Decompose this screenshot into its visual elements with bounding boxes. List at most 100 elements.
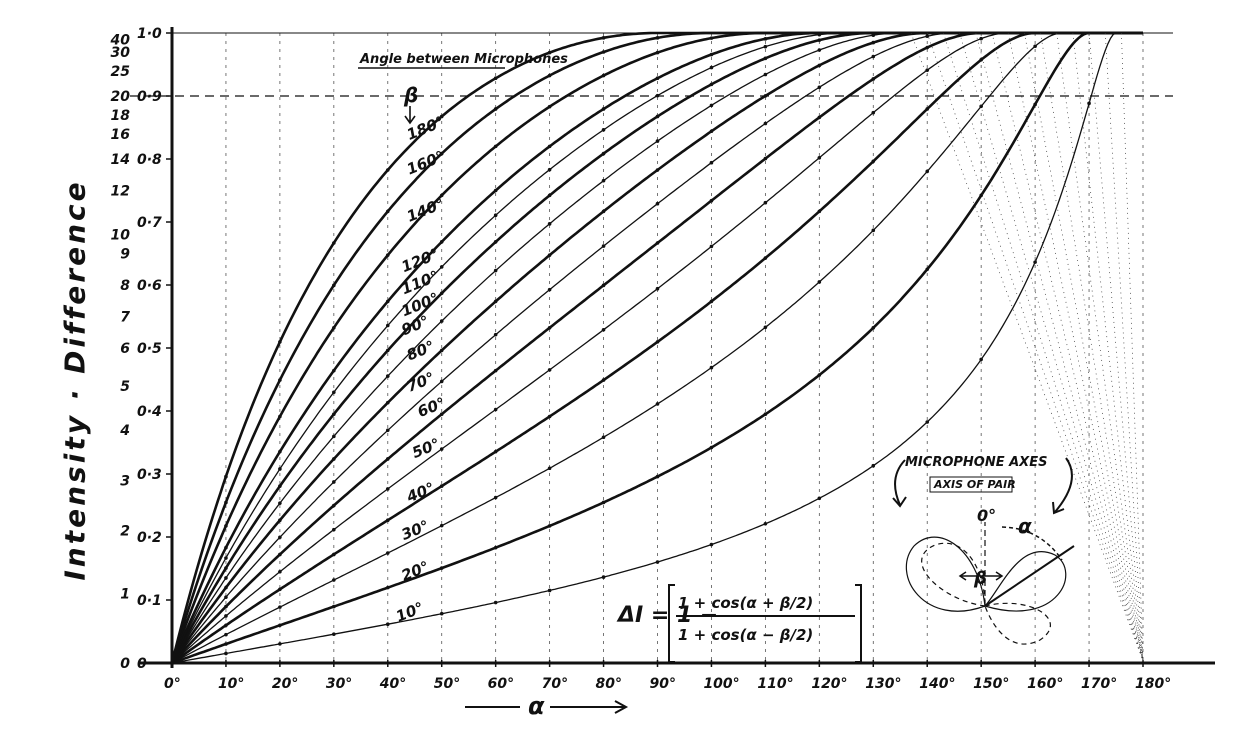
dotted-fan-line <box>1121 32 1144 662</box>
series-label: 60° <box>415 394 448 421</box>
series-point <box>763 44 768 49</box>
series-point <box>871 33 876 38</box>
series-point <box>278 467 282 471</box>
x-tick-label: 10° <box>218 676 244 692</box>
series-point <box>871 463 876 468</box>
series-point <box>385 299 390 304</box>
series-label: 10° <box>393 598 426 625</box>
dotted-fan-line <box>1104 32 1144 662</box>
series-label: 30° <box>399 517 432 544</box>
series-point <box>763 412 768 416</box>
series-point <box>224 585 228 590</box>
series-point <box>1033 102 1037 107</box>
series-point <box>493 600 498 605</box>
x-tick-label: 0° <box>164 676 181 692</box>
series-point <box>547 167 552 172</box>
series-point <box>278 449 282 454</box>
series-point <box>224 632 228 637</box>
inset-alpha-arc <box>1001 526 1063 561</box>
series-point <box>493 449 498 454</box>
series-point <box>709 160 714 165</box>
series-point <box>547 466 552 471</box>
x-tick-label: 40° <box>379 676 406 692</box>
series-point <box>871 40 876 45</box>
series-point <box>224 623 228 628</box>
series-point <box>763 325 768 330</box>
series-point <box>655 402 660 406</box>
series-point <box>871 54 876 59</box>
y-tick-label-db: 14 <box>111 152 130 168</box>
series-point <box>655 168 660 172</box>
series-point <box>170 661 174 665</box>
series-point <box>439 291 444 296</box>
y-tick-label: 0·2 <box>137 530 162 546</box>
series-point <box>493 213 498 218</box>
series-point <box>817 209 822 214</box>
series-point <box>385 518 390 522</box>
series-point <box>655 139 660 143</box>
series-point <box>493 76 498 81</box>
series-point <box>547 368 552 372</box>
formula-numerator: 1 + cos(α + β/2) <box>678 594 813 612</box>
x-tick-label: 50° <box>434 676 460 692</box>
series-point <box>493 240 498 244</box>
inset-axis-label-box <box>929 476 1013 493</box>
series-point <box>979 104 983 109</box>
series-point <box>547 414 552 419</box>
y-tick-label: 0·1 <box>137 593 162 609</box>
series-point <box>547 50 552 55</box>
series-point <box>278 501 282 505</box>
y-tick-label-db: 2 <box>120 524 130 540</box>
legend-title-text: Angle between Microphones <box>359 52 568 67</box>
series-point <box>817 85 822 90</box>
inset-alpha-label: α <box>1018 514 1032 538</box>
series-point <box>763 72 768 77</box>
series-point <box>763 56 768 61</box>
x-tick-label: 120° <box>811 676 847 692</box>
series-point <box>278 414 282 419</box>
series-point <box>332 390 336 395</box>
series-point <box>493 407 498 412</box>
legend-title: Angle between Microphones β <box>358 52 568 125</box>
series-point <box>655 241 660 245</box>
series-point <box>332 480 336 484</box>
series-point <box>655 114 660 119</box>
x-tick-label: 70° <box>542 676 568 692</box>
series-point <box>817 496 822 501</box>
inset-axis-label: AXIS OF PAIR <box>933 478 1016 491</box>
series-point <box>439 348 444 353</box>
series-point <box>871 110 876 115</box>
series-point <box>763 94 768 98</box>
series-point <box>655 36 660 40</box>
y-tick-label-db: 40 <box>110 32 131 48</box>
series-point <box>332 457 336 461</box>
formula-bracket-left <box>668 584 675 663</box>
series-point <box>817 115 822 120</box>
series-point <box>439 412 444 416</box>
series-point <box>925 45 930 50</box>
series-point <box>547 73 552 78</box>
series-point <box>601 500 606 505</box>
series-point <box>763 156 768 161</box>
y-tick-label: 0·4 <box>137 404 162 420</box>
dotted-fan-line <box>975 32 1144 662</box>
series-point <box>224 474 228 479</box>
series-point <box>925 169 930 174</box>
series-point <box>493 268 498 273</box>
series-point <box>547 253 552 257</box>
series-point <box>763 121 768 126</box>
series-point <box>817 38 822 42</box>
series-point <box>709 103 714 108</box>
series-label: 40° <box>403 479 437 507</box>
x-tick-label: 170° <box>1081 676 1117 692</box>
series-point <box>709 365 714 370</box>
inset-left-arrow <box>892 459 907 508</box>
series-point <box>547 144 552 149</box>
series-point <box>224 524 228 528</box>
series-point <box>278 605 282 609</box>
y-tick-label-db: 18 <box>111 108 131 124</box>
inset-zero-label: 0° <box>977 506 996 525</box>
series-point <box>385 168 390 172</box>
y-tick-label-db: 20 <box>111 89 131 105</box>
series-point <box>655 201 660 206</box>
